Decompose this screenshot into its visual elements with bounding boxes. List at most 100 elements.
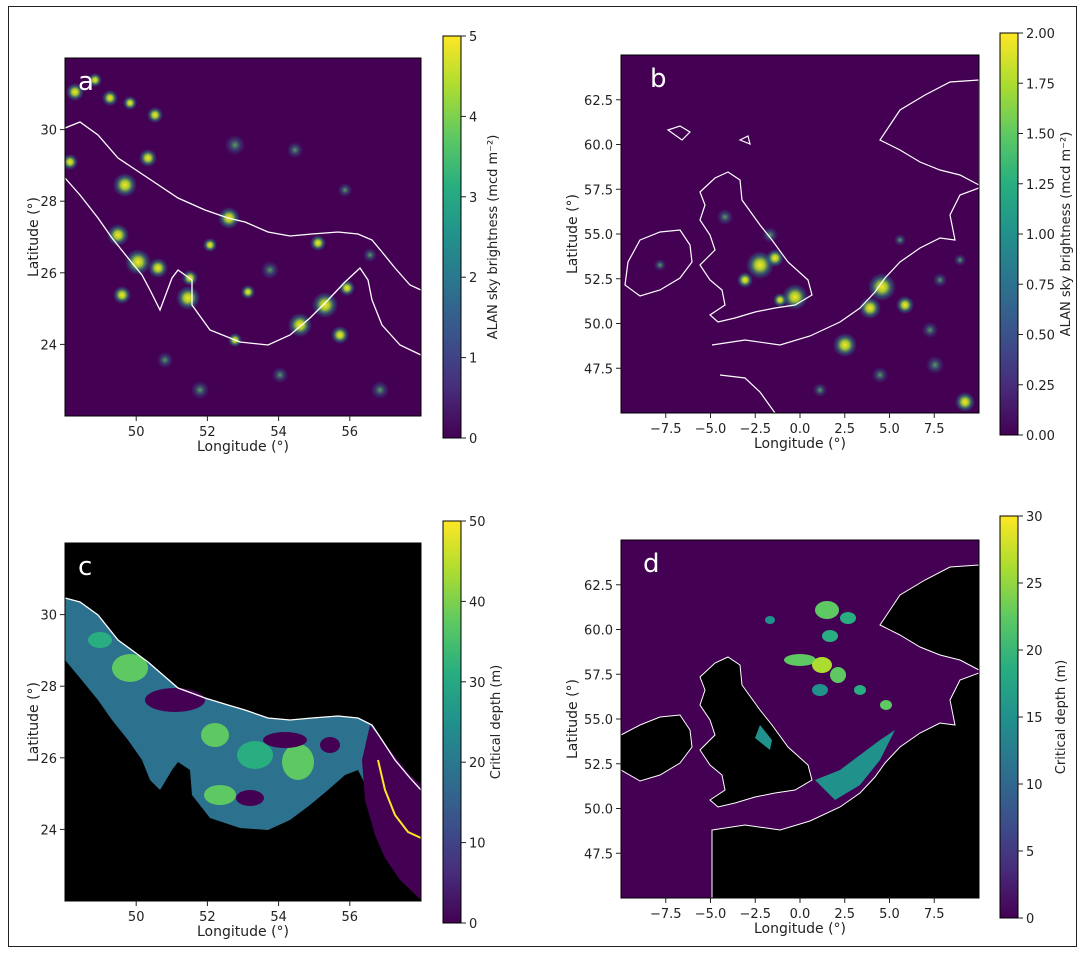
panel-a-xtick-label: 56 [342,425,359,440]
panel-c-xlabel: Longitude (°) [197,924,289,940]
panel-b-ytick-label: 57.5 [584,183,613,198]
panel-a-lights [65,73,389,399]
panel-b-axes: −7.5 −5.0 −2.5 0.0 2.5 5.0 7.5 47.5 50.0 52.5 55.0… [584,94,945,437]
panel-d-xlabel: Longitude (°) [754,921,846,937]
panel-d-letter: d [643,549,660,579]
panel-a-ytick-label: 26 [40,267,57,282]
panel-d-xtick-label: −7.5 [650,907,682,922]
panel-c-colorbar-tick-label: 40 [469,595,486,610]
panel-c-xtick-label: 50 [128,910,145,925]
panel-a-xlabel: Longitude (°) [197,439,289,455]
panel-c-contour [377,759,421,839]
panel-b-background [621,55,979,413]
panel-a-map: a [65,58,421,416]
panel-c-map: c [65,543,421,901]
panel-b-colorbar-tick-label: 0.00 [1026,429,1055,444]
panel-a-colorbar-ticks: 0 1 2 3 4 5 [461,30,477,447]
panel-d-ytick-label: 50.0 [584,803,613,818]
panel-d-colorbar-tick-label: 10 [1026,778,1043,793]
panel-c-colorbar [442,520,462,924]
panel-b-ytick-label: 47.5 [584,362,613,377]
panel-a-letter: a [78,67,94,97]
panel-c-ytick-label: 30 [40,609,57,624]
panel-c-colorbar-tick-label: 20 [469,756,486,771]
panel-d-xtick-label: 7.5 [924,907,945,922]
panel-a-colorbar [442,35,462,439]
panel-d-xtick-label: −2.5 [739,907,771,922]
panel-b-ytick-label: 62.5 [584,94,613,109]
panel-d-map: d [621,540,979,898]
panel-c-colorbar-tick-label: 0 [469,917,477,932]
panel-c-xtick-label: 56 [342,910,359,925]
panel-b-colorbar-tick-label: 0.50 [1026,329,1055,344]
panel-a-colorbar-tick-label: 1 [469,352,477,367]
panel-a-xtick-label: 52 [199,425,216,440]
panel-c-depth-patches [88,632,340,806]
panel-c-xtick-label: 54 [270,910,287,925]
panel-b-ytick-label: 50.0 [584,318,613,333]
panel-d-colorbar-tick-label: 20 [1026,644,1043,659]
panel-b-colorbar-tick-label: 1.75 [1026,77,1055,92]
panel-b-colorbar-tick-label: 2.00 [1026,27,1055,42]
panel-c-colorbar-tick-label: 10 [469,837,486,852]
panel-c-colorbar-tick-label: 30 [469,676,486,691]
panel-b: b −7.5 −5.0 −2.5 0.0 2.5 5.0 7.5 47.5 50.0 52.5 55… [565,27,1074,452]
panel-d-axes: −7.5 −5.0 −2.5 0.0 2.5 5.0 7.5 47.5 50.0 52.5 55.0… [584,579,945,922]
panel-d-colorbar-ticks: 0 5 10 15 20 25 30 [1018,510,1043,927]
panel-d-colorbar-tick-label: 5 [1026,845,1034,860]
panel-b-xtick-label: −5.0 [695,422,727,437]
panel-a-ylabel: Latitude (°) [26,197,42,277]
panel-d-xtick-label: 0.0 [790,907,811,922]
panel-b-colorbar-label: ALAN sky brightness (mcd m⁻²) [1059,132,1074,337]
panel-d-colorbar [999,515,1019,919]
panel-b-colorbar-tick-label: 1.00 [1026,228,1055,243]
panel-d-colorbar-tick-label: 15 [1026,711,1043,726]
panel-d-colorbar-tick-label: 25 [1026,577,1043,592]
panel-c-colorbar-ticks: 0 10 20 30 40 50 [461,515,486,932]
panel-c-letter: c [78,552,92,582]
panel-b-colorbar-tick-label: 0.75 [1026,278,1055,293]
panel-c-colorbar-tick-label: 50 [469,515,486,530]
panel-a-colorbar-tick-label: 4 [469,110,477,125]
panel-b-letter: b [650,64,667,94]
figure-frame [8,6,1077,947]
panel-b-colorbar-tick-label: 1.25 [1026,178,1055,193]
panel-b-xtick-label: −7.5 [650,422,682,437]
panel-b-xtick-label: 7.5 [924,422,945,437]
panel-a-xtick-label: 50 [128,425,145,440]
panel-b-xtick-label: 5.0 [879,422,900,437]
panel-a-axes: 50 52 54 56 24 26 28 30 [40,124,358,440]
panel-d: d −7.5 −5.0 −2.5 0.0 2.5 5.0 7.547.550.052.555… [565,510,1069,937]
panel-d-ytick-label: 55.0 [584,713,613,728]
panel-b-ylabel: Latitude (°) [565,194,581,274]
panel-d-ylabel: Latitude (°) [565,679,581,759]
panel-b-coastline [624,79,979,413]
panel-a-frame [64,57,422,417]
panel-c: c 50 52 54 56 24 26 28 30 Longitude (°) Latitud… [26,515,504,940]
panel-a-ytick-label: 28 [40,195,57,210]
panel-d-ytick-label: 57.5 [584,668,613,683]
panel-c-coastline [65,597,421,791]
panel-c-axes: 50 52 54 56 24 26 28 30 [40,609,358,925]
panel-a-colorbar-tick-label: 5 [469,30,477,45]
panel-a-colorbar-label: ALAN sky brightness (mcd m⁻²) [486,135,501,340]
panel-a-colorbar-tick-label: 3 [469,191,477,206]
panel-d-land [621,564,979,898]
panel-d-shallow-areas [755,601,895,800]
panel-d-xtick-label: 2.5 [834,907,855,922]
panel-c-gulf-water [65,598,421,870]
panel-a-colorbar-tick-label: 0 [469,432,477,447]
panel-d-ytick-label: 62.5 [584,579,613,594]
panel-a-coastline [65,121,421,356]
panel-a-ytick-label: 24 [40,338,57,353]
panel-d-xtick-label: −5.0 [695,907,727,922]
panel-d-ytick-label: 47.5 [584,847,613,862]
panel-a-colorbar-tick-label: 2 [469,271,477,286]
panel-c-ytick-label: 28 [40,680,57,695]
panel-b-colorbar-tick-label: 1.50 [1026,128,1055,143]
panel-d-xtick-label: 5.0 [879,907,900,922]
panel-c-gulf-of-oman [362,725,421,900]
panel-b-xtick-label: −2.5 [739,422,771,437]
